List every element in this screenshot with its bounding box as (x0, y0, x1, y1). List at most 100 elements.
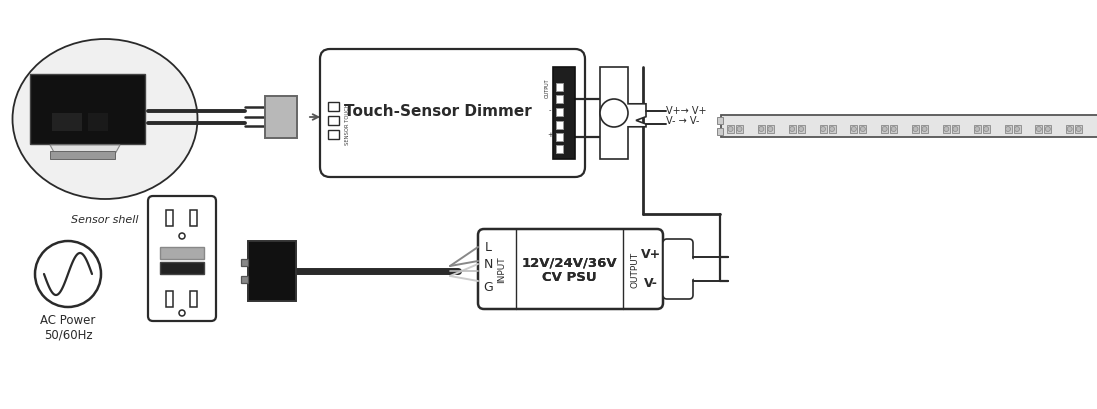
Bar (789, 126, 795, 134)
Circle shape (882, 127, 887, 132)
Text: L: L (485, 241, 491, 254)
Text: -: - (548, 107, 552, 113)
Bar (974, 126, 981, 134)
Bar (798, 126, 805, 134)
Bar (983, 126, 989, 134)
Bar (241, 276, 248, 283)
Bar (30, 75, 145, 145)
Circle shape (768, 127, 772, 132)
Bar (50, 152, 115, 160)
Bar (942, 126, 950, 134)
Text: V+→ V+: V+→ V+ (666, 106, 706, 115)
Bar (767, 126, 773, 134)
Bar (1066, 126, 1073, 134)
Circle shape (829, 127, 835, 132)
Circle shape (953, 127, 958, 132)
Circle shape (974, 127, 980, 132)
Text: V+: V+ (641, 247, 661, 260)
Bar (727, 126, 734, 134)
Bar (160, 247, 204, 259)
Bar (556, 134, 563, 142)
Circle shape (799, 127, 804, 132)
Text: INPUT: INPUT (498, 256, 507, 283)
Circle shape (921, 127, 927, 132)
Bar (556, 122, 563, 130)
Text: N: N (484, 258, 493, 271)
Circle shape (737, 127, 742, 132)
Circle shape (943, 127, 949, 132)
Bar (553, 68, 575, 160)
Bar (160, 262, 204, 274)
Circle shape (759, 127, 764, 132)
Bar (717, 118, 723, 125)
Text: V- → V-: V- → V- (666, 115, 700, 126)
Bar (890, 126, 897, 134)
Text: OUTPUT: OUTPUT (544, 78, 550, 98)
Bar (556, 96, 563, 104)
Bar (850, 126, 858, 134)
Circle shape (913, 127, 918, 132)
Bar (556, 109, 563, 117)
Bar (758, 126, 765, 134)
Text: OUTPUT: OUTPUT (631, 251, 640, 288)
Bar (721, 116, 1097, 138)
Circle shape (984, 127, 988, 132)
Bar (1014, 126, 1020, 134)
Bar (328, 103, 339, 112)
Bar (952, 126, 959, 134)
Bar (190, 211, 197, 227)
Bar (241, 259, 248, 266)
Circle shape (1076, 127, 1082, 132)
Bar (556, 146, 563, 154)
Circle shape (1015, 127, 1019, 132)
Circle shape (1006, 127, 1010, 132)
Circle shape (1045, 127, 1050, 132)
Bar (328, 131, 339, 139)
Text: SENSOR TOUCH: SENSOR TOUCH (344, 103, 350, 144)
Polygon shape (50, 146, 120, 155)
Circle shape (600, 100, 627, 128)
Circle shape (851, 127, 857, 132)
Circle shape (728, 127, 733, 132)
Bar (717, 129, 723, 136)
Polygon shape (600, 68, 646, 160)
Bar (1005, 126, 1011, 134)
Text: 12V/24V/36V
CV PSU: 12V/24V/36V CV PSU (522, 255, 618, 283)
Bar (881, 126, 889, 134)
Bar (859, 126, 867, 134)
Ellipse shape (12, 40, 197, 200)
Bar (166, 211, 173, 227)
FancyBboxPatch shape (478, 229, 663, 309)
Bar (556, 84, 563, 92)
Circle shape (35, 241, 101, 307)
Circle shape (790, 127, 794, 132)
Circle shape (860, 127, 866, 132)
Bar (166, 291, 173, 307)
Circle shape (179, 310, 185, 316)
Bar (265, 97, 297, 139)
Bar (88, 114, 108, 132)
Text: V-: V- (644, 277, 658, 290)
Circle shape (891, 127, 896, 132)
FancyBboxPatch shape (148, 196, 216, 321)
Polygon shape (691, 258, 705, 280)
FancyBboxPatch shape (663, 239, 693, 299)
Bar (828, 126, 836, 134)
Bar (52, 114, 82, 132)
Text: AC Power
50/60Hz: AC Power 50/60Hz (41, 313, 95, 341)
Bar (1036, 126, 1042, 134)
Text: G: G (483, 281, 493, 294)
Text: 12V/24V/36V
CV PSU: 12V/24V/36V CV PSU (522, 255, 618, 283)
Circle shape (179, 234, 185, 239)
Text: Touch-Sensor Dimmer: Touch-Sensor Dimmer (343, 104, 531, 119)
Circle shape (821, 127, 826, 132)
Bar (248, 241, 296, 301)
Bar (819, 126, 826, 134)
Bar (1044, 126, 1051, 134)
Bar (921, 126, 928, 134)
Bar (736, 126, 743, 134)
Circle shape (1037, 127, 1041, 132)
Bar (190, 291, 197, 307)
Bar (1075, 126, 1082, 134)
Text: Sensor shell: Sensor shell (71, 214, 138, 225)
